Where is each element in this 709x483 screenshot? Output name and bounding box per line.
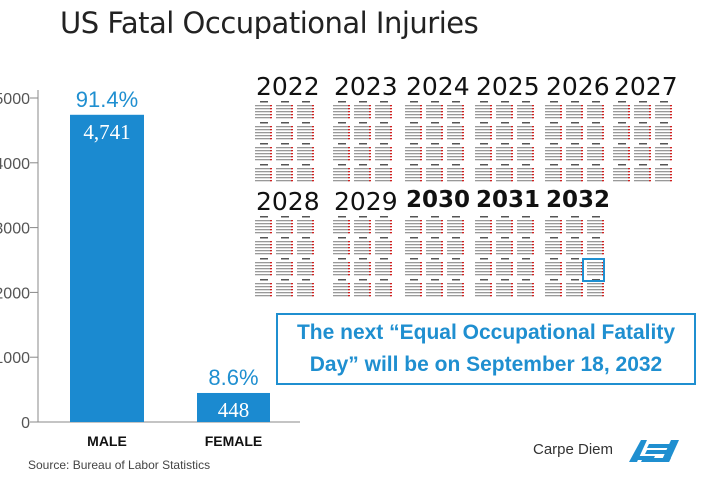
calendar-year-label: 2029: [334, 187, 398, 216]
callout-line-1: The next “Equal Occupational Fatality: [296, 321, 676, 344]
bar: [197, 392, 270, 422]
value-label: 4,741: [83, 120, 130, 144]
calendar-thumbnail: [404, 100, 468, 184]
highlight-box: [582, 258, 605, 282]
calendar-year-label: 2024: [406, 72, 470, 101]
callout-line-2: Day” will be on September 18, 2032: [309, 353, 663, 376]
calendar-thumbnail: [544, 215, 608, 299]
percent-label: 91.4%: [76, 87, 138, 112]
source-note: Source: Bureau of Labor Statistics: [28, 458, 211, 472]
category-label: FEMALE: [205, 433, 263, 449]
calendar-thumbnail: [404, 215, 468, 299]
y-tick-label: 1000: [0, 350, 30, 367]
calendar-thumbnail: [474, 100, 538, 184]
calendar-year-label: 2031: [476, 187, 541, 213]
percent-label: 8.6%: [208, 365, 258, 390]
calendar-year-label: 2026: [546, 72, 610, 101]
credit-text: Carpe Diem: [533, 441, 614, 458]
calendar-thumbnail: [254, 215, 318, 299]
y-tick-label: 3000: [0, 221, 30, 238]
calendar-year-label: 2027: [614, 72, 678, 101]
y-tick-label: 5000: [0, 91, 30, 108]
calendar-year-label: 2022: [256, 72, 320, 101]
y-tick-label: 2000: [0, 285, 30, 302]
calendar-thumbnail: [474, 215, 538, 299]
y-tick-label: 4000: [0, 156, 30, 173]
chart-title: US Fatal Occupational Injuries: [60, 6, 479, 40]
calendar-thumbnail: [332, 100, 396, 184]
value-label: 448: [218, 398, 250, 422]
calendar-thumbnail: [612, 100, 676, 184]
calendar-thumbnail: [544, 100, 608, 184]
calendar-year-label: 2032: [546, 187, 611, 213]
calendar-year-label: 2028: [256, 187, 320, 216]
callout-box: The next “Equal Occupational Fatality Da…: [276, 313, 696, 385]
calendar-year-label: 2030: [406, 187, 471, 213]
aei-logo-icon: [629, 440, 679, 462]
calendar-thumbnail: [332, 215, 396, 299]
calendar-year-label: 2025: [476, 72, 540, 101]
calendar-thumbnail: [254, 100, 318, 184]
y-tick-label: 0: [21, 415, 30, 432]
calendar-year-label: 2023: [334, 72, 398, 101]
bar: [70, 114, 144, 422]
category-label: MALE: [87, 433, 127, 449]
